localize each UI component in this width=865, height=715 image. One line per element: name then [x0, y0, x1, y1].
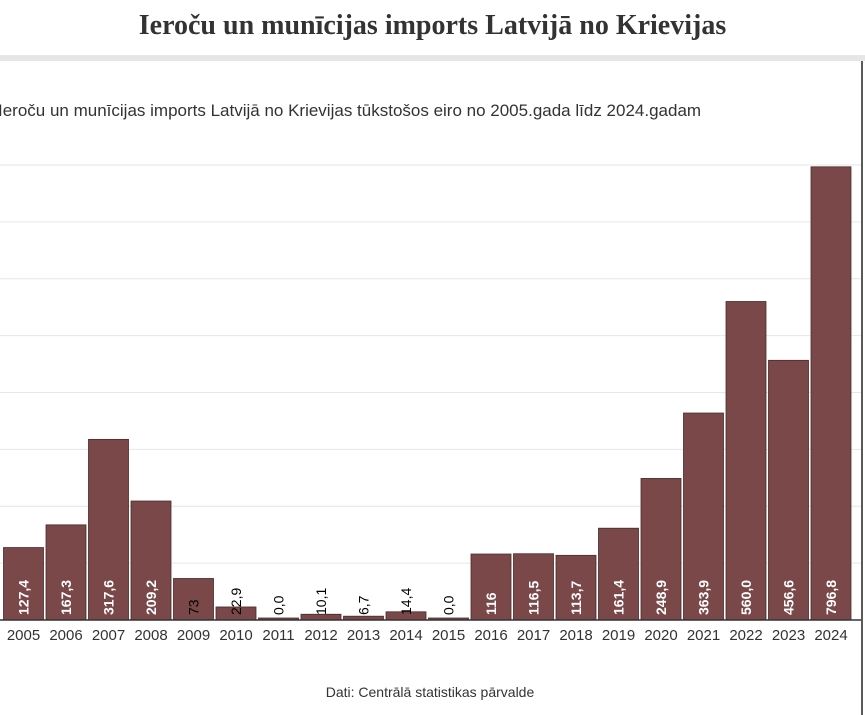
- x-tick-2006: 2006: [49, 627, 82, 644]
- bar-2018: [555, 554, 597, 621]
- value-label-2014: 14,4: [398, 588, 414, 615]
- x-tick-2012: 2012: [304, 627, 337, 644]
- x-tick-2008: 2008: [134, 627, 167, 644]
- value-label-2021: 363,9: [696, 580, 712, 615]
- value-label-2006: 167,3: [58, 580, 74, 615]
- bar-2022: [725, 301, 767, 621]
- bar-2024: [810, 166, 852, 621]
- x-tick-2009: 2009: [177, 627, 210, 644]
- bar-2017: [513, 553, 554, 621]
- x-tick-labels: 2005 2006 2007 2008 2009 2010 2011 2012 2013 2014…: [7, 627, 848, 644]
- x-tick-2019: 2019: [602, 627, 635, 644]
- x-tick-2015: 2015: [432, 627, 465, 644]
- x-tick-2010: 2010: [219, 627, 252, 644]
- value-label-2018: 113,7: [568, 581, 584, 615]
- x-tick-2020: 2020: [644, 627, 677, 644]
- x-tick-2007: 2007: [92, 627, 125, 644]
- value-label-2020: 248,9: [653, 580, 669, 615]
- x-tick-2023: 2023: [772, 627, 805, 644]
- value-label-2010: 22,9: [228, 588, 244, 615]
- x-tick-2022: 2022: [729, 627, 762, 644]
- value-label-2012: 10,1: [313, 588, 329, 615]
- value-label-2017: 116,5: [526, 581, 542, 615]
- x-tick-2014: 2014: [389, 627, 422, 644]
- value-label-2023: 456,6: [781, 580, 797, 615]
- page-title: Ieroču un munīcijas imports Latvijā no K…: [138, 10, 727, 41]
- value-label-2016: 116: [483, 592, 499, 615]
- value-label-2015: 0,0: [441, 595, 457, 615]
- x-tick-2024: 2024: [814, 627, 847, 644]
- x-tick-2021: 2021: [687, 627, 720, 644]
- value-label-2005: 127,4: [16, 580, 32, 615]
- x-tick-2013: 2013: [347, 627, 380, 644]
- bar-2019: [598, 527, 639, 621]
- value-label-2009: 73: [186, 599, 202, 615]
- value-label-2011: 0,0: [271, 595, 287, 615]
- bars: [3, 166, 852, 621]
- x-tick-2005: 2005: [7, 627, 40, 644]
- x-tick-2016: 2016: [474, 627, 507, 644]
- x-tick-2017: 2017: [517, 627, 550, 644]
- chart-title: Ieroču un munīcijas imports Latvijā no K…: [0, 101, 702, 120]
- frame-edge: [861, 61, 863, 715]
- bar-2009: [173, 578, 214, 621]
- value-label-2013: 6,7: [356, 595, 372, 615]
- value-label-2008: 209,2: [143, 580, 159, 615]
- bar-chart: 127,4 167,3 317,6 209,2 73 22,9 0,0 10,1 6,7 14,4…: [0, 164, 861, 644]
- value-label-2019: 161,4: [611, 580, 627, 615]
- bar-2023: [768, 359, 809, 621]
- value-labels: 127,4 167,3 317,6 209,2 73 22,9 0,0 10,1 6,7 14,4…: [16, 580, 840, 615]
- x-tick-2018: 2018: [559, 627, 592, 644]
- title-divider: [0, 55, 865, 61]
- bar-2020: [640, 478, 682, 621]
- value-label-2024: 796,8: [823, 580, 839, 615]
- x-tick-2011: 2011: [262, 627, 294, 644]
- value-label-2022: 560,0: [738, 580, 754, 615]
- source-note: Dati: Centrālā statistikas pārvalde: [325, 684, 535, 700]
- bar-2021: [683, 412, 724, 621]
- value-label-2007: 317,6: [101, 580, 117, 615]
